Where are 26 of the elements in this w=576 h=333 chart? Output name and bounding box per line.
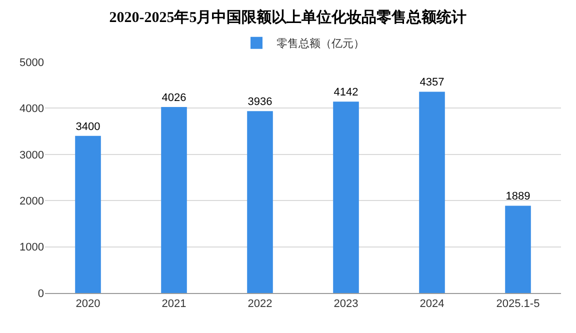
- x-tick-label: 2024: [420, 298, 444, 310]
- legend-label: 零售总额（亿元）: [276, 37, 364, 50]
- x-tick-label: 2025.1-5: [496, 298, 540, 310]
- x-tick-label: 2022: [248, 298, 272, 310]
- data-label: 4026: [162, 92, 186, 104]
- chart-title: 2020-2025年5月中国限额以上单位化妆品零售总额统计: [109, 8, 467, 26]
- data-label: 3936: [248, 96, 272, 108]
- bar: [247, 111, 273, 293]
- y-tick-label: 0: [38, 288, 44, 300]
- bar: [419, 92, 445, 293]
- x-tick-label: 2021: [162, 298, 186, 310]
- y-tick-label: 4000: [20, 103, 44, 116]
- y-tick-label: 1000: [20, 242, 44, 254]
- x-tick-label: 2020: [76, 298, 100, 310]
- y-tick-label: 3000: [20, 149, 44, 162]
- y-tick-label: 2000: [20, 195, 44, 208]
- bar: [161, 107, 187, 293]
- data-label: 3400: [76, 120, 100, 133]
- x-tick-label: 2023: [334, 298, 358, 310]
- data-label: 4357: [420, 76, 444, 89]
- bar: [333, 102, 359, 293]
- data-label: 1889: [506, 190, 530, 203]
- bar: [75, 136, 101, 293]
- data-label: 4142: [334, 86, 358, 99]
- bar: [505, 206, 531, 293]
- y-tick-label: 5000: [20, 56, 44, 69]
